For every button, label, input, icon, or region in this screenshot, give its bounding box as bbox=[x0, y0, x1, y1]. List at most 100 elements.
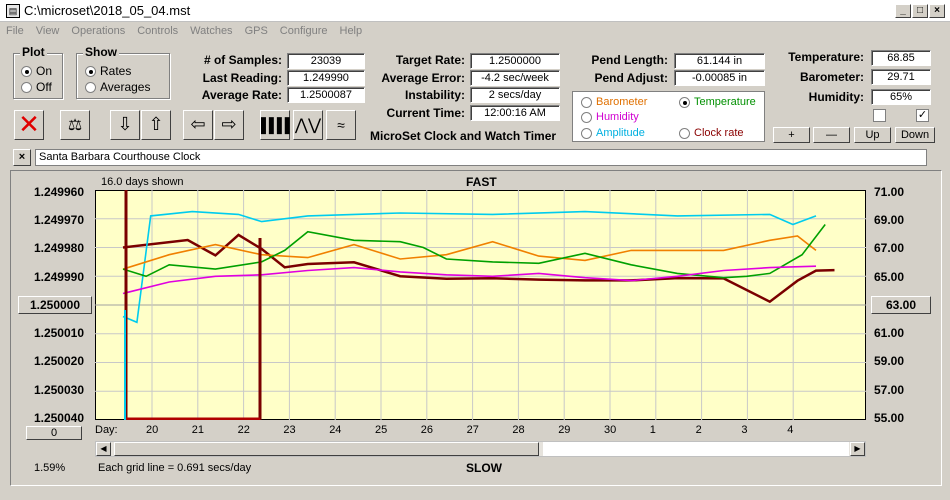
temperature-label: Temperature: bbox=[788, 50, 864, 64]
days-shown-label: 16.0 days shown bbox=[101, 176, 184, 188]
clock-rate-radio[interactable]: Clock rate bbox=[679, 127, 744, 139]
menu-file[interactable]: File bbox=[6, 25, 24, 37]
grid-note: Each grid line = 0.691 secs/day bbox=[98, 462, 252, 474]
last-reading-label: Last Reading: bbox=[202, 71, 282, 85]
day-tick-label: 26 bbox=[420, 424, 434, 436]
plus-button[interactable]: + bbox=[773, 127, 810, 143]
smooth-graph-button[interactable]: ≈ bbox=[326, 110, 356, 140]
average-error-label: Average Error: bbox=[381, 71, 465, 85]
clear-button[interactable]: ✕ bbox=[14, 110, 44, 140]
show-rates-radio[interactable]: Rates bbox=[85, 64, 131, 78]
scroll-down-button[interactable]: ⇩ bbox=[110, 110, 140, 140]
scrollbar-thumb[interactable] bbox=[114, 442, 539, 456]
option-checkbox-1[interactable] bbox=[873, 109, 886, 122]
left-tick: 1.249960 bbox=[33, 185, 84, 199]
menu-gps[interactable]: GPS bbox=[244, 25, 268, 37]
target-rate-value: 1.2500000 bbox=[470, 53, 560, 69]
center-temp-button[interactable]: 63.00 bbox=[871, 296, 931, 314]
series-line bbox=[122, 265, 817, 295]
window-title: C:\microset\2018_05_04.mst bbox=[24, 3, 191, 18]
show-group-title: Show bbox=[83, 45, 119, 59]
multi-wave-icon: ≈ bbox=[337, 117, 345, 133]
menu-help[interactable]: Help bbox=[339, 25, 363, 37]
bar-graph-button[interactable]: ▌▌▌▌ bbox=[260, 110, 295, 140]
scroll-right-arrow-icon[interactable]: ▶ bbox=[850, 442, 865, 456]
menu-operations[interactable]: Operations bbox=[71, 25, 126, 37]
arrow-down-icon: ⇩ bbox=[117, 114, 133, 134]
temperature-radio[interactable]: Temperature bbox=[679, 96, 756, 108]
wave-icon: ⋀⋁ bbox=[294, 117, 322, 134]
title-bar: ▤ C:\microset\2018_05_04.mst _ □ × bbox=[0, 0, 950, 22]
right-tick: 59.00 bbox=[874, 354, 905, 368]
down-button[interactable]: Down bbox=[895, 127, 935, 143]
close-icon: × bbox=[18, 151, 26, 163]
scroll-left-arrow-icon[interactable]: ◀ bbox=[96, 442, 111, 456]
right-tick: 69.00 bbox=[874, 213, 905, 227]
average-rate-label: Average Rate: bbox=[201, 88, 282, 102]
amplitude-radio[interactable]: Amplitude bbox=[581, 127, 645, 139]
humidity-radio[interactable]: Humidity bbox=[581, 111, 639, 123]
day-tick-label: 4 bbox=[787, 424, 794, 436]
day-tick-label: 23 bbox=[283, 424, 296, 436]
day-tick-label: 2 bbox=[695, 424, 702, 436]
red-x-icon: ✕ bbox=[18, 109, 40, 139]
menu-watches[interactable]: Watches bbox=[190, 25, 233, 37]
samples-label: # of Samples: bbox=[203, 53, 282, 67]
scroll-right-button[interactable]: ⇨ bbox=[214, 110, 244, 140]
right-tick: 57.00 bbox=[874, 383, 905, 397]
option-checkbox-2[interactable]: ✓ bbox=[916, 109, 929, 122]
day-tick-label: 25 bbox=[375, 424, 388, 436]
instability-label: Instability: bbox=[404, 88, 465, 102]
humidity-label: Humidity: bbox=[808, 90, 864, 104]
show-averages-radio[interactable]: Averages bbox=[85, 80, 150, 94]
left-tick: 1.250040 bbox=[33, 411, 84, 425]
right-tick: 67.00 bbox=[874, 241, 905, 255]
day-tick-label: 22 bbox=[237, 424, 250, 436]
rate-chart[interactable] bbox=[95, 190, 866, 420]
plot-group-title: Plot bbox=[20, 45, 47, 59]
scroll-offset-button[interactable]: 0 bbox=[26, 426, 82, 440]
menu-controls[interactable]: Controls bbox=[137, 25, 179, 37]
series-line bbox=[122, 235, 817, 270]
up-button[interactable]: Up bbox=[854, 127, 891, 143]
horizontal-scrollbar[interactable]: ◀ ▶ bbox=[95, 441, 866, 457]
pend-adjust-value: -0.00085 in bbox=[674, 70, 765, 86]
barometer-value: 29.71 bbox=[871, 69, 931, 85]
samples-value: 23039 bbox=[287, 53, 365, 69]
bar-graph-icon: ▌▌▌▌ bbox=[261, 117, 295, 133]
app-icon[interactable]: ▤ bbox=[6, 4, 20, 18]
day-tick-label: 29 bbox=[558, 424, 571, 436]
right-tick: 61.00 bbox=[874, 326, 905, 340]
clock-name-field[interactable]: Santa Barbara Courthouse Clock bbox=[35, 149, 927, 166]
chart-frame bbox=[10, 170, 942, 486]
center-rate-button[interactable]: 1.250000 bbox=[18, 296, 92, 314]
minus-button[interactable]: — bbox=[813, 127, 850, 143]
menu-view[interactable]: View bbox=[35, 25, 60, 37]
minimize-icon[interactable]: _ bbox=[895, 4, 911, 18]
show-group bbox=[76, 53, 170, 99]
percent-label: 1.59% bbox=[34, 462, 66, 474]
slow-label: SLOW bbox=[466, 461, 502, 475]
fast-label: FAST bbox=[466, 175, 497, 189]
menu-configure[interactable]: Configure bbox=[279, 25, 328, 37]
barometer-radio[interactable]: Barometer bbox=[581, 96, 647, 108]
day-tick-label: 24 bbox=[329, 424, 342, 436]
day-tick-label: 28 bbox=[512, 424, 525, 436]
left-tick: 1.250030 bbox=[33, 383, 84, 397]
close-icon[interactable]: × bbox=[929, 4, 945, 18]
maximize-icon[interactable]: □ bbox=[912, 4, 928, 18]
day-tick-label: 30 bbox=[604, 424, 617, 436]
scroll-left-button[interactable]: ⇦ bbox=[183, 110, 213, 140]
scroll-up-button[interactable]: ⇧ bbox=[141, 110, 171, 140]
balance-button[interactable]: ⚖ bbox=[60, 110, 90, 140]
scrollbar-track[interactable] bbox=[543, 442, 849, 456]
plot-off-radio[interactable]: Off bbox=[21, 80, 52, 94]
day-tick-label: 3 bbox=[741, 424, 748, 436]
wave-graph-button[interactable]: ⋀⋁ bbox=[293, 110, 323, 140]
day-axis-label: Day: bbox=[95, 424, 118, 436]
left-tick: 1.249970 bbox=[33, 213, 84, 227]
close-clock-button[interactable]: × bbox=[13, 149, 31, 166]
plot-on-radio[interactable]: On bbox=[21, 64, 52, 78]
pend-adjust-label: Pend Adjust: bbox=[594, 71, 668, 85]
day-tick-label: 20 bbox=[146, 424, 159, 436]
